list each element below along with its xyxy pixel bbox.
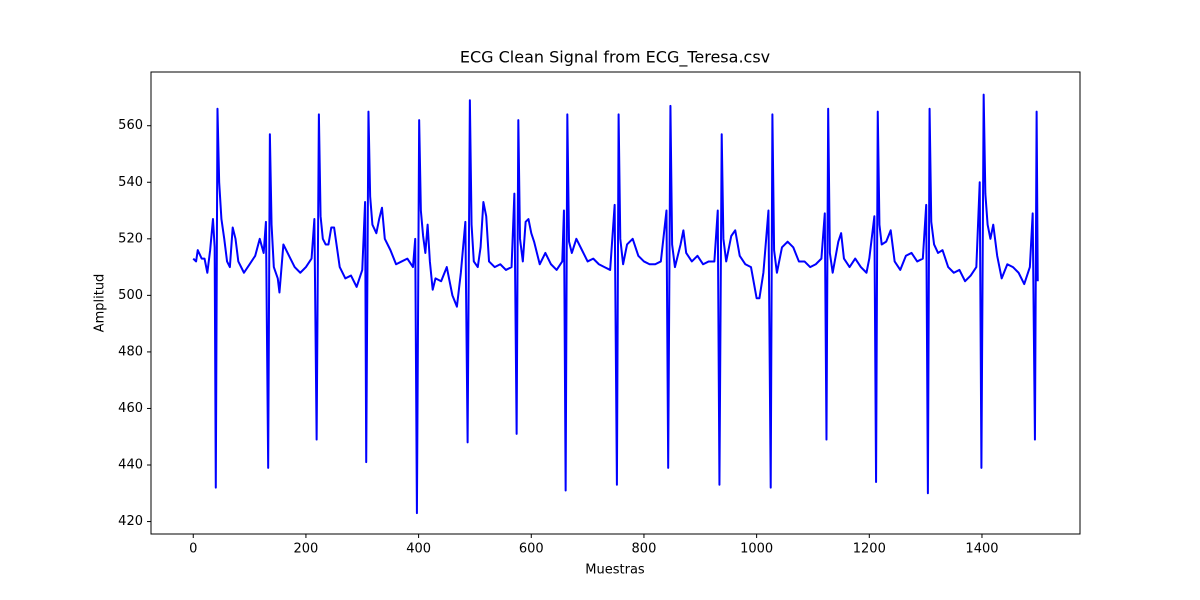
y-tick-label: 460 [118,401,143,416]
x-tick-label: 800 [632,542,657,557]
y-tick-label: 500 [118,288,143,303]
y-tick-label: 520 [118,231,143,246]
x-tick-label: 0 [189,542,197,557]
y-tick-label: 440 [118,458,143,473]
x-tick-label: 1200 [853,542,886,557]
y-tick-label: 420 [118,514,143,529]
plot-frame [150,71,1081,535]
x-axis-label: Muestras [585,563,645,578]
x-tick-label: 1000 [740,542,773,557]
signal-line [192,93,1039,515]
y-tick-label: 540 [118,175,143,190]
x-tick-label: 600 [519,542,544,557]
x-tick-label: 200 [294,542,319,557]
x-tick-label: 400 [406,542,431,557]
y-tick-label: 480 [118,344,143,359]
x-tick-label: 1400 [965,542,998,557]
y-tick-label: 560 [118,118,143,133]
y-axis-label: Amplitud [93,274,108,333]
chart-title: ECG Clean Signal from ECG_Teresa.csv [460,48,770,68]
